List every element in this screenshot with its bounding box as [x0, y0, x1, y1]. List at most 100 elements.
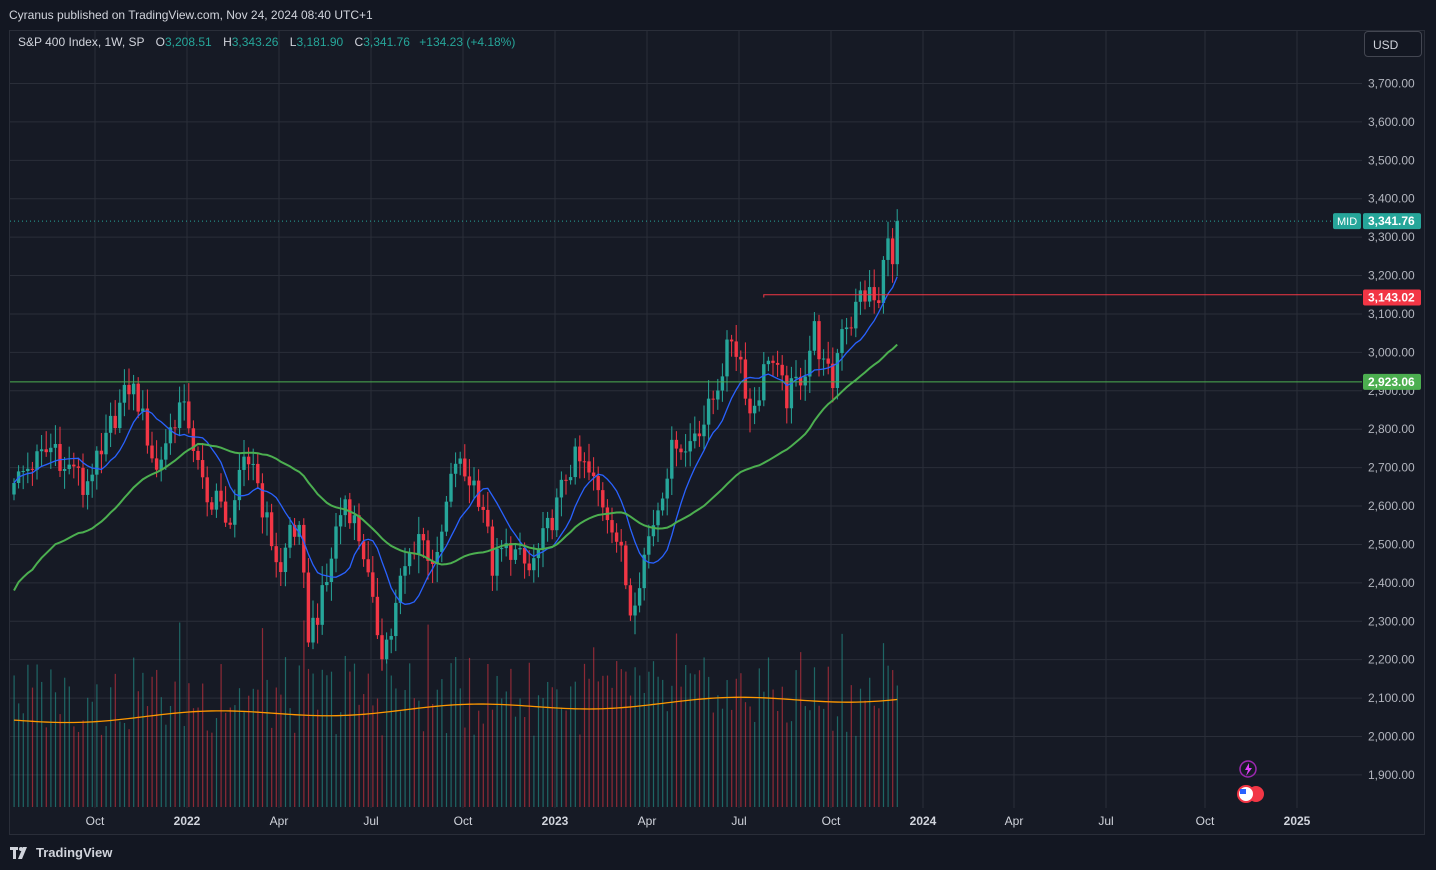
candle-body[interactable]: [39, 449, 44, 452]
candle-body[interactable]: [177, 402, 182, 429]
candle-body[interactable]: [886, 238, 890, 260]
candle-body[interactable]: [817, 321, 821, 360]
candle-body[interactable]: [596, 476, 600, 491]
candle-body[interactable]: [486, 509, 490, 527]
candle-body[interactable]: [739, 356, 743, 360]
candle-body[interactable]: [127, 384, 131, 395]
candle-body[interactable]: [214, 490, 219, 510]
candle-body[interactable]: [306, 572, 311, 643]
candle-body[interactable]: [578, 446, 582, 462]
candle-body[interactable]: [329, 558, 334, 583]
candle-body[interactable]: [683, 451, 688, 453]
candle-body[interactable]: [81, 467, 85, 495]
candle-body[interactable]: [725, 339, 729, 377]
candle-body[interactable]: [674, 439, 679, 449]
candle-body[interactable]: [568, 477, 573, 481]
resistance-line[interactable]: [763, 294, 1362, 298]
candle-body[interactable]: [338, 515, 343, 527]
candle-body[interactable]: [233, 500, 237, 525]
candle-body[interactable]: [555, 497, 559, 531]
candle-body[interactable]: [890, 238, 895, 265]
candle-body[interactable]: [844, 327, 849, 330]
candle-body[interactable]: [858, 290, 863, 302]
candle-body[interactable]: [12, 482, 16, 495]
candle-body[interactable]: [421, 534, 426, 541]
candle-body[interactable]: [637, 588, 642, 606]
candle-body[interactable]: [237, 469, 242, 501]
candle-body[interactable]: [72, 464, 76, 467]
candle-body[interactable]: [384, 639, 389, 660]
candle-body[interactable]: [513, 549, 518, 560]
candle-body[interactable]: [168, 427, 173, 444]
candle-body[interactable]: [352, 515, 357, 524]
candle-body[interactable]: [522, 547, 527, 564]
tradingview-logo[interactable]: TradingView: [10, 845, 112, 860]
candle-body[interactable]: [573, 446, 577, 478]
candle-body[interactable]: [219, 490, 223, 502]
candle-body[interactable]: [265, 512, 269, 518]
candle-body[interactable]: [499, 548, 504, 550]
candle-body[interactable]: [435, 551, 439, 565]
candle-body[interactable]: [697, 433, 702, 437]
candle-body[interactable]: [532, 558, 536, 571]
candle-body[interactable]: [311, 617, 315, 643]
candle-body[interactable]: [403, 566, 407, 576]
candle-body[interactable]: [274, 546, 278, 563]
candle-body[interactable]: [343, 499, 347, 516]
candle-body[interactable]: [803, 376, 807, 386]
candle-body[interactable]: [789, 378, 794, 409]
candle-body[interactable]: [76, 466, 81, 468]
candle-body[interactable]: [182, 401, 186, 403]
candle-body[interactable]: [771, 360, 775, 363]
candle-body[interactable]: [279, 562, 283, 573]
candle-body[interactable]: [62, 468, 67, 471]
candle-body[interactable]: [559, 479, 564, 498]
candle-body[interactable]: [509, 543, 513, 560]
candle-body[interactable]: [380, 635, 384, 660]
candle-body[interactable]: [467, 476, 472, 486]
candle-body[interactable]: [430, 560, 435, 565]
candle-body[interactable]: [863, 290, 867, 302]
candle-body[interactable]: [154, 458, 159, 470]
candle-body[interactable]: [541, 528, 545, 549]
candle-body[interactable]: [490, 526, 495, 576]
candle-body[interactable]: [131, 383, 136, 395]
candle-body[interactable]: [481, 506, 485, 510]
candle-body[interactable]: [545, 517, 550, 529]
candle-body[interactable]: [145, 408, 150, 446]
candle-body[interactable]: [564, 479, 568, 481]
candle-body[interactable]: [527, 563, 531, 571]
candle-body[interactable]: [656, 510, 660, 526]
candle-body[interactable]: [164, 443, 168, 460]
candle-body[interactable]: [472, 480, 476, 486]
candle-body[interactable]: [849, 327, 853, 329]
candle-body[interactable]: [591, 472, 596, 477]
candle-body[interactable]: [550, 517, 554, 531]
candle-body[interactable]: [113, 415, 117, 429]
chart-panel[interactable]: [9, 30, 1425, 835]
candle-body[interactable]: [104, 432, 108, 455]
candle-body[interactable]: [463, 458, 467, 477]
candle-body[interactable]: [85, 481, 90, 495]
candle-body[interactable]: [711, 398, 715, 400]
candle-body[interactable]: [394, 602, 398, 637]
candle-body[interactable]: [223, 501, 228, 523]
candle-body[interactable]: [835, 353, 840, 389]
candle-body[interactable]: [260, 483, 265, 518]
candle-body[interactable]: [610, 520, 614, 533]
candle-body[interactable]: [315, 617, 320, 625]
candle-body[interactable]: [780, 364, 784, 376]
candle-body[interactable]: [587, 461, 591, 473]
candle-body[interactable]: [141, 408, 145, 412]
candle-body[interactable]: [256, 463, 260, 484]
candle-body[interactable]: [366, 559, 370, 573]
candle-body[interactable]: [407, 552, 412, 567]
candle-body[interactable]: [453, 463, 458, 474]
candle-body[interactable]: [228, 522, 232, 525]
candle-body[interactable]: [67, 464, 71, 469]
candle-body[interactable]: [716, 390, 720, 400]
candle-body[interactable]: [660, 498, 665, 511]
candle-body[interactable]: [702, 424, 706, 437]
candle-body[interactable]: [334, 526, 338, 559]
candle-body[interactable]: [325, 582, 329, 586]
